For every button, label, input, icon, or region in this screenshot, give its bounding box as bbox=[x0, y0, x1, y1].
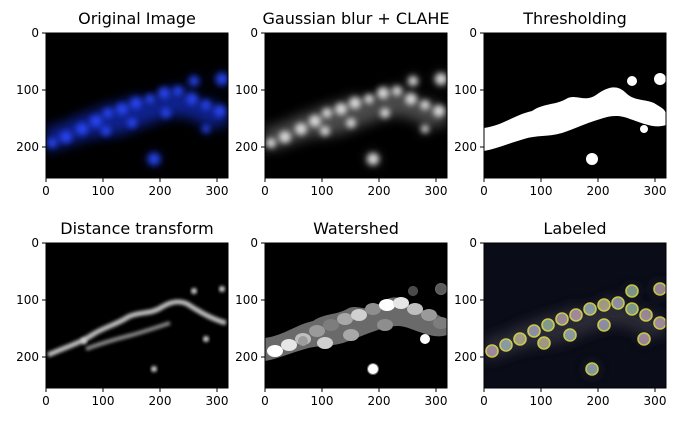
y-tick-label: 100 bbox=[235, 83, 258, 97]
y-tick-label: 100 bbox=[235, 293, 258, 307]
panel-labeled: Labeled 0 100 200 300 0 100 200 bbox=[454, 219, 667, 408]
x-tick-label: 0 bbox=[261, 394, 269, 408]
y-tick-label: 100 bbox=[16, 293, 39, 307]
panel-distance-transform: Distance transform 0 100 200 300 0 100 200 bbox=[16, 219, 229, 408]
panel-original-image: Original Image 0 100 200 300 0 100 200 bbox=[16, 9, 229, 198]
y-tick-label: 0 bbox=[250, 236, 258, 250]
y-tick-label: 0 bbox=[31, 26, 39, 40]
panel-image-thresholding bbox=[484, 33, 666, 178]
x-tick-label: 0 bbox=[480, 184, 488, 198]
y-tick-label: 200 bbox=[235, 350, 258, 364]
axes-frame bbox=[264, 242, 448, 389]
x-tick-label: 300 bbox=[206, 184, 229, 198]
panel-watershed: Watershed 0 100 200 300 0 100 200 bbox=[235, 219, 448, 408]
x-tick-label: 100 bbox=[92, 184, 115, 198]
x-tick-label: 0 bbox=[261, 184, 269, 198]
axes-frame bbox=[264, 32, 448, 179]
x-tick-label: 0 bbox=[480, 394, 488, 408]
axes-frame bbox=[483, 32, 667, 179]
panel-image-labeled bbox=[484, 243, 666, 388]
y-tick-label: 200 bbox=[16, 350, 39, 364]
y-tick-label: 200 bbox=[235, 140, 258, 154]
y-tick-label: 200 bbox=[16, 140, 39, 154]
panel-thresholding: Thresholding 0 100 200 300 0 100 200 bbox=[454, 9, 667, 198]
x-tick-label: 200 bbox=[368, 184, 391, 198]
panel-image-distance-transform bbox=[46, 243, 228, 388]
x-tick-label: 300 bbox=[425, 394, 448, 408]
y-tick-label: 100 bbox=[454, 293, 477, 307]
x-tick-label: 100 bbox=[92, 394, 115, 408]
panel-title: Watershed bbox=[313, 219, 399, 238]
axes-frame bbox=[45, 242, 229, 389]
y-tick-label: 200 bbox=[454, 350, 477, 364]
x-tick-label: 100 bbox=[530, 184, 553, 198]
axes-frame bbox=[483, 242, 667, 389]
panel-title: Distance transform bbox=[60, 219, 213, 238]
x-tick-label: 300 bbox=[644, 394, 667, 408]
y-tick-label: 100 bbox=[454, 83, 477, 97]
x-tick-label: 300 bbox=[206, 394, 229, 408]
panel-image-watershed bbox=[265, 243, 447, 388]
y-tick-label: 0 bbox=[250, 26, 258, 40]
panel-gaussian-blur-clahe: Gaussian blur + CLAHE 0 100 200 300 0 100 200 bbox=[235, 9, 449, 198]
x-tick-label: 200 bbox=[149, 184, 172, 198]
panel-title: Labeled bbox=[543, 219, 606, 238]
x-tick-label: 0 bbox=[42, 184, 50, 198]
panel-title: Gaussian blur + CLAHE bbox=[263, 9, 450, 28]
panel-title: Original Image bbox=[78, 9, 196, 28]
y-tick-label: 100 bbox=[16, 83, 39, 97]
x-tick-label: 100 bbox=[530, 394, 553, 408]
y-tick-label: 0 bbox=[469, 236, 477, 250]
x-tick-label: 200 bbox=[368, 394, 391, 408]
x-tick-label: 300 bbox=[425, 184, 448, 198]
x-tick-label: 200 bbox=[587, 184, 610, 198]
panel-title: Thresholding bbox=[522, 9, 627, 28]
x-tick-label: 0 bbox=[42, 394, 50, 408]
x-tick-label: 300 bbox=[644, 184, 667, 198]
panel-image-gaussian-blur-clahe bbox=[265, 33, 447, 178]
y-tick-label: 0 bbox=[469, 26, 477, 40]
axes-frame bbox=[45, 32, 229, 179]
x-tick-label: 100 bbox=[311, 394, 334, 408]
y-tick-label: 0 bbox=[31, 236, 39, 250]
x-tick-label: 100 bbox=[311, 184, 334, 198]
panel-image-original-image bbox=[46, 33, 228, 178]
x-tick-label: 200 bbox=[587, 394, 610, 408]
x-tick-label: 200 bbox=[149, 394, 172, 408]
y-tick-label: 200 bbox=[454, 140, 477, 154]
